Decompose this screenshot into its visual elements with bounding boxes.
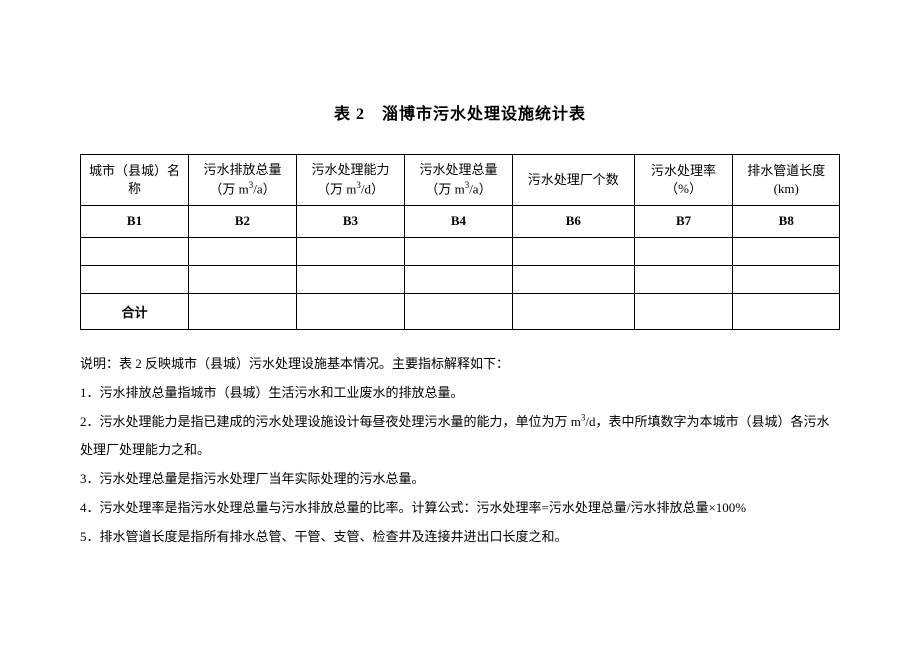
col-header-plants: 污水处理厂个数 — [512, 155, 634, 206]
note-item-2: 2．污水处理能力是指已建成的污水处理设施设计每昼夜处理污水量的能力，单位为万 m… — [80, 408, 840, 463]
notes-intro: 说明：表 2 反映城市（县城）污水处理设施基本情况。主要指标解释如下： — [80, 350, 840, 377]
col-header-rate: 污水处理率（%） — [634, 155, 733, 206]
note-item-4: 4．污水处理率是指污水处理总量与污水排放总量的比率。计算公式：污水处理率=污水处… — [80, 494, 840, 521]
cell — [733, 293, 840, 329]
cell — [512, 293, 634, 329]
cell — [512, 237, 634, 265]
col-header-pipe: 排水管道长度(km) — [733, 155, 840, 206]
col-header-city: 城市（县城）名称 — [81, 155, 189, 206]
col-header-capacity: 污水处理能力（万 m3/d） — [296, 155, 404, 206]
cell — [296, 237, 404, 265]
data-row — [81, 265, 840, 293]
cell — [733, 265, 840, 293]
cell — [634, 265, 733, 293]
cell — [733, 237, 840, 265]
cell — [296, 293, 404, 329]
code-b2: B2 — [188, 205, 296, 237]
code-b4: B4 — [404, 205, 512, 237]
cell — [404, 265, 512, 293]
code-b7: B7 — [634, 205, 733, 237]
cell — [512, 265, 634, 293]
code-b8: B8 — [733, 205, 840, 237]
code-b6: B6 — [512, 205, 634, 237]
total-row: 合计 — [81, 293, 840, 329]
cell — [188, 265, 296, 293]
cell — [634, 237, 733, 265]
code-b1: B1 — [81, 205, 189, 237]
table-title: 表 2 淄博市污水处理设施统计表 — [80, 100, 840, 124]
cell — [404, 237, 512, 265]
col-header-discharge: 污水排放总量（万 m3/a） — [188, 155, 296, 206]
cell — [188, 293, 296, 329]
statistics-table: 城市（县城）名称 污水排放总量（万 m3/a） 污水处理能力（万 m3/d） 污… — [80, 154, 840, 330]
note-item-1: 1．污水排放总量指城市（县城）生活污水和工业废水的排放总量。 — [80, 379, 840, 406]
note-item-5: 5．排水管道长度是指所有排水总管、干管、支管、检查井及连接井进出口长度之和。 — [80, 523, 840, 550]
code-b3: B3 — [296, 205, 404, 237]
cell — [81, 237, 189, 265]
data-row — [81, 237, 840, 265]
header-row: 城市（县城）名称 污水排放总量（万 m3/a） 污水处理能力（万 m3/d） 污… — [81, 155, 840, 206]
col-header-treated: 污水处理总量（万 m3/a） — [404, 155, 512, 206]
notes-section: 说明：表 2 反映城市（县城）污水处理设施基本情况。主要指标解释如下： 1．污水… — [80, 350, 840, 551]
cell — [188, 237, 296, 265]
code-row: B1 B2 B3 B4 B6 B7 B8 — [81, 205, 840, 237]
note-item-3: 3．污水处理总量是指污水处理厂当年实际处理的污水总量。 — [80, 465, 840, 492]
total-label: 合计 — [81, 293, 189, 329]
cell — [296, 265, 404, 293]
cell — [81, 265, 189, 293]
cell — [404, 293, 512, 329]
cell — [634, 293, 733, 329]
